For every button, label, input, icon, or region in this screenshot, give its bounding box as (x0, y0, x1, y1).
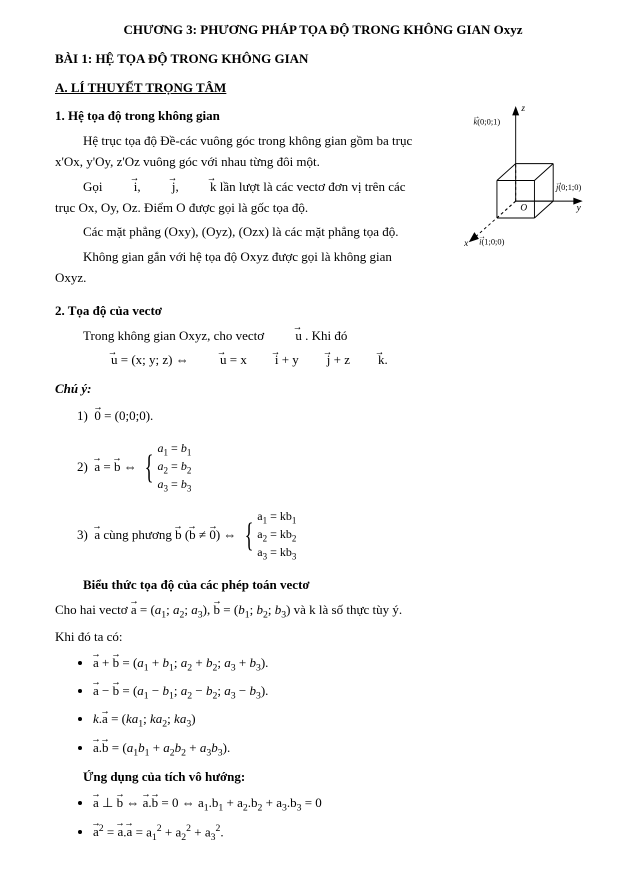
heading-4: Ứng dụng của tích vô hướng: (55, 767, 591, 788)
para-1b-pre: Gọi (83, 179, 106, 194)
ops-list: a + b = (a1 + b1; a2 + b2; a3 + b3). a −… (55, 653, 591, 761)
para-2a-post: . Khi đó (305, 328, 347, 343)
heading-2: 2. Tọa độ của vectơ (55, 301, 591, 322)
op-sub: a − b = (a1 − b1; a2 − b2; a3 − b3). (93, 681, 591, 704)
svg-text:z: z (520, 105, 525, 115)
para-1b: Gọi i, j, k lần lượt là các vectơ đơn vị… (55, 177, 435, 219)
note-2: 2) a = b ⇔ { a1 = b1 a2 = b2 a3 = b3 (77, 441, 591, 495)
para-3a-tail: và k là số thực tùy ý. (294, 602, 403, 617)
dot-perp: a ⊥ b ⇔ a.b = 0 ⇔ a1.b1 + a2.b2 + a3.b3 … (93, 793, 591, 816)
section-a-heading: A. LÍ THUYẾT TRỌNG TÂM (55, 78, 591, 99)
formula-u: u = (x; y; z) ⇔ u = xi + yj + zk. (55, 350, 591, 371)
para-3a: Cho hai vectơ a = (a1; a2; a3), b = (b1;… (55, 600, 591, 623)
note-1: 1) 0 = (0;0;0). (77, 406, 591, 427)
cube-figure: z y x O k(0;0;1) j(0;1;0) i(1;0;0) → → → (431, 98, 591, 248)
svg-text:→: → (473, 112, 481, 121)
para-2a-pre: Trong không gian Oxyz, cho vectơ (83, 328, 267, 343)
dot-apps-list: a ⊥ b ⇔ a.b = 0 ⇔ a1.b1 + a2.b2 + a3.b3 … (55, 793, 591, 846)
dot-norm: a2 = a.a = a12 + a22 + a32. (93, 821, 591, 846)
cube-svg: z y x O k(0;0;1) j(0;1;0) i(1;0;0) → → → (431, 98, 591, 248)
para-1a: Hệ trục tọa độ Đề-các vuông góc trong kh… (55, 131, 435, 173)
para-2a: Trong không gian Oxyz, cho vectơ u . Khi… (55, 326, 591, 347)
svg-text:O: O (520, 204, 527, 214)
para-1d: Không gian gắn với hệ tọa độ Oxyz được g… (55, 247, 591, 289)
op-add: a + b = (a1 + b1; a2 + b2; a3 + b3). (93, 653, 591, 676)
svg-text:y: y (576, 204, 582, 214)
para-1c: Các mặt phẳng (Oxy), (Oyz), (Ozx) là các… (55, 222, 435, 243)
chapter-title: CHƯƠNG 3: PHƯƠNG PHÁP TỌA ĐỘ TRONG KHÔNG… (55, 20, 591, 41)
note-list: 1) 0 = (0;0;0). 2) a = b ⇔ { a1 = b1 a2 … (55, 406, 591, 563)
note-heading: Chú ý: (55, 379, 591, 400)
op-scalar: k.a = (ka1; ka2; ka3) (93, 709, 591, 732)
heading-3: Biểu thức tọa độ của các phép toán vectơ (55, 575, 591, 596)
svg-text:→: → (478, 232, 486, 241)
svg-text:x: x (463, 240, 469, 249)
para-3b: Khi đó ta có: (55, 627, 591, 648)
op-dot: a.b = (a1b1 + a2b2 + a3b3). (93, 738, 591, 761)
note-3: 3) a cùng phương b (b ≠ 0) ⇔ { a1 = kb1 … (77, 509, 591, 563)
svg-text:→: → (555, 178, 563, 187)
lesson-title: BÀI 1: HỆ TỌA ĐỘ TRONG KHÔNG GIAN (55, 49, 591, 70)
